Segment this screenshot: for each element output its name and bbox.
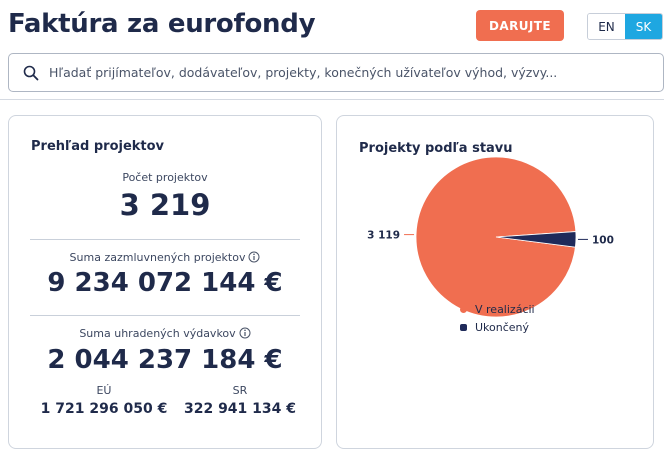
pie-slice-completed[interactable]	[495, 231, 577, 248]
lang-en-button[interactable]: EN	[588, 14, 625, 39]
sr-block: SR 322 941 134 €	[175, 384, 305, 417]
eu-value: 1 721 296 050 €	[40, 401, 168, 417]
legend-swatch	[460, 324, 467, 331]
legend-label: Ukončený	[475, 321, 530, 334]
overview-title: Prehľad projektov	[31, 139, 165, 154]
eu-label: EÚ	[96, 384, 112, 397]
data-label: 100	[592, 234, 614, 246]
divider	[30, 239, 300, 240]
contracted-value: 9 234 072 144 €	[47, 268, 283, 298]
header-divider	[0, 99, 664, 100]
sr-value: 322 941 134 €	[183, 401, 297, 417]
divider	[30, 315, 300, 316]
sr-label: SR	[232, 384, 248, 397]
legend-label: V realizácii	[475, 303, 535, 316]
data-label: 3 119	[367, 230, 400, 242]
count-value: 3 219	[119, 188, 211, 222]
contracted-label-row: Suma zazmluvnených projektov	[9, 251, 321, 264]
search-icon	[23, 65, 39, 80]
status-title: Projekty podľa stavu	[359, 141, 513, 156]
paid-value: 2 044 237 184 €	[47, 345, 283, 375]
pie-chart: 3 119 100	[367, 156, 614, 318]
status-card: Projekty podľa stavu 3 119 100 V realizác…	[336, 115, 654, 449]
page-title: Faktúra za eurofondy	[8, 9, 316, 39]
count-label: Počet projektov	[122, 171, 208, 184]
lang-sk-button[interactable]: SK	[625, 14, 662, 39]
overview-card: Prehľad projektov Počet projektov 3 219 …	[8, 115, 322, 449]
paid-label: Suma uhradených výdavkov	[79, 327, 236, 340]
paid-label-row: Suma uhradených výdavkov	[9, 327, 321, 340]
contracted-label: Suma zazmluvnených projektov	[69, 251, 246, 264]
pie-slice-in-progress[interactable]	[415, 156, 577, 318]
donate-button[interactable]: DARUJTE	[476, 10, 564, 41]
eu-block: EÚ 1 721 296 050 €	[39, 384, 169, 417]
search-bar[interactable]: Hľadať prijímateľov, dodávateľov, projek…	[8, 53, 664, 92]
legend-swatch	[460, 306, 467, 313]
language-switcher: EN SK	[587, 13, 663, 40]
legend-item-in-progress[interactable]: V realizácii	[460, 303, 535, 316]
info-icon[interactable]	[248, 251, 260, 263]
search-input[interactable]: Hľadať prijímateľov, dodávateľov, projek…	[49, 65, 558, 80]
legend-item-completed[interactable]: Ukončený	[460, 321, 529, 334]
info-icon[interactable]	[239, 327, 251, 339]
